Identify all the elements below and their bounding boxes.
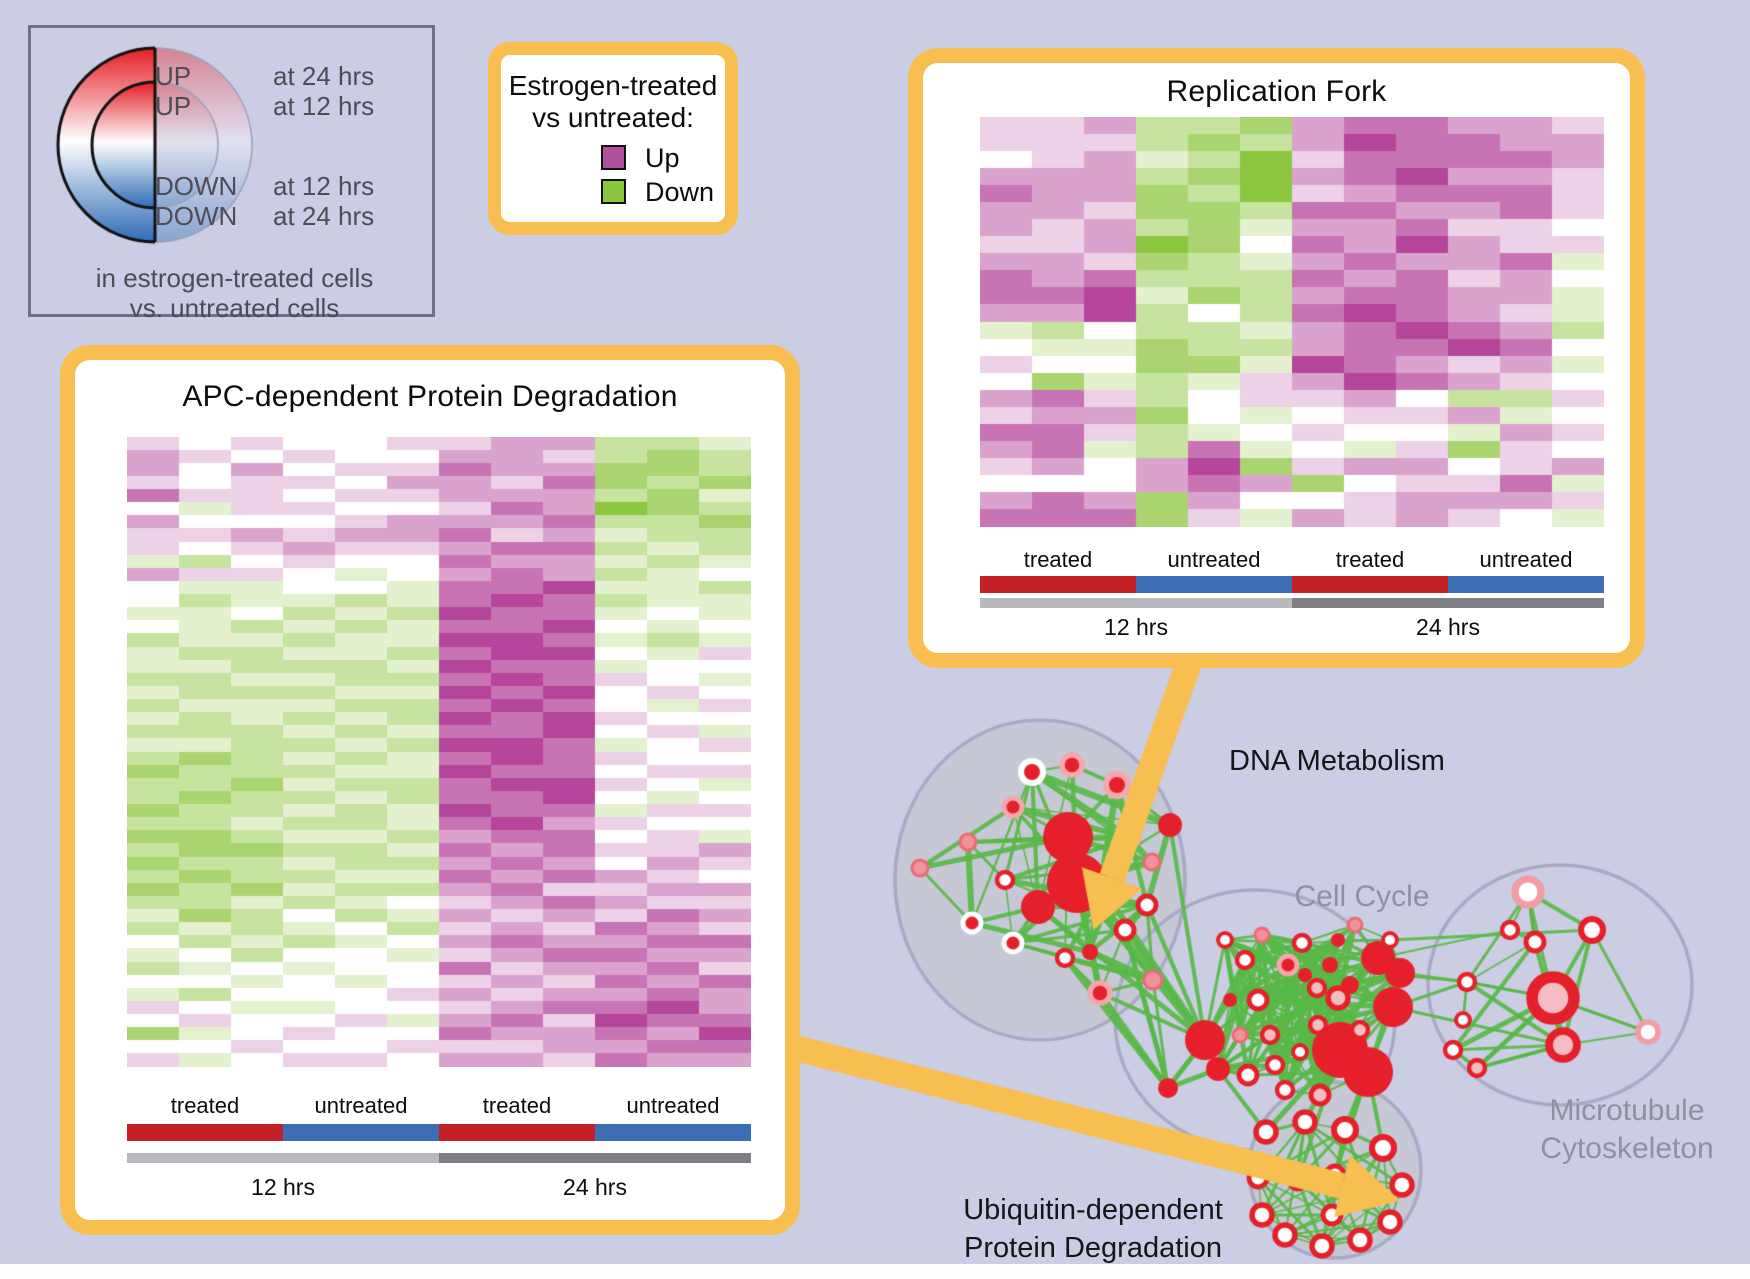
apc-treated-bar-24: [439, 1124, 595, 1141]
estrogen-legend-title-line1: Estrogen-treated: [508, 70, 718, 101]
legend-down24-label: DOWN: [155, 201, 238, 231]
apc-12hr-bar: [127, 1153, 439, 1163]
apc-treated-bar-12: [127, 1124, 283, 1141]
replication-fork-title: Replication Fork: [1166, 75, 1387, 108]
rf-24hr-bar: [1292, 598, 1604, 608]
rf-untreated-bar-12: [1136, 576, 1292, 593]
apc-24hr-bar: [439, 1153, 751, 1163]
cluster-label-ubiquitin-line2: Protein Degradation: [964, 1232, 1222, 1264]
apc-time-12hrs: 12 hrs: [251, 1174, 315, 1200]
legend-up12-label: UP: [155, 91, 192, 121]
gradient-legend-box: UP at 24 hrs UP at 12 hrs DOWN at 12 hrs…: [28, 25, 435, 323]
legend-down24-time: at 24 hrs: [273, 201, 375, 231]
cluster-label-cell-cycle: Cell Cycle: [1294, 880, 1430, 913]
rf-time-24hrs: 24 hrs: [1416, 614, 1480, 640]
replication-fork-heatmap: [980, 117, 1604, 527]
apc-group-treated-12: treated: [170, 1093, 240, 1118]
rf-group-treated-12: treated: [1023, 547, 1093, 572]
up-color-swatch: [601, 145, 626, 170]
apc-title: APC-dependent Protein Degradation: [182, 380, 678, 413]
legend-row-down12: DOWN at 12 hrs: [155, 171, 415, 201]
down-color-swatch: [601, 179, 626, 204]
rf-12hr-bar: [980, 598, 1292, 608]
legend-up12-time: at 12 hrs: [273, 91, 375, 121]
apc-group-untreated-12: untreated: [314, 1093, 408, 1118]
rf-group-untreated-24: untreated: [1479, 547, 1573, 572]
legend-footer-line2: vs. untreated cells: [129, 293, 340, 323]
cluster-label-microtubule: Microtubule: [1549, 1094, 1705, 1127]
apc-untreated-bar-24: [595, 1124, 751, 1141]
down-swatch-label: Down: [645, 177, 715, 207]
page-bottom-margin: [0, 1264, 1750, 1279]
cluster-label-cytoskeleton: Cytoskeleton: [1540, 1132, 1714, 1165]
interaction-network-canvas: [720, 600, 1750, 1279]
cluster-label-ubiquitin-line1: Ubiquitin-dependent: [963, 1194, 1223, 1226]
rf-group-untreated-12: untreated: [1167, 547, 1261, 572]
legend-up24-time: at 24 hrs: [273, 61, 375, 91]
apc-heatmap-canvas: [127, 437, 751, 1067]
legend-row-up24: UP at 24 hrs: [155, 61, 415, 91]
rf-treated-bar-24: [1292, 576, 1448, 593]
apc-group-treated-24: treated: [482, 1093, 552, 1118]
legend-up24-label: UP: [155, 61, 192, 91]
up-swatch-label: Up: [645, 143, 680, 173]
updown-gradient-circles: [43, 41, 269, 253]
legend-down12-label: DOWN: [155, 171, 238, 201]
legend-footer-line1: in estrogen-treated cells: [95, 263, 374, 293]
estrogen-legend-panel: [488, 42, 738, 235]
estrogen-legend-title-line2: vs untreated:: [532, 102, 694, 133]
rf-untreated-bar-24: [1448, 576, 1604, 593]
legend-row-down24: DOWN at 24 hrs: [155, 201, 415, 231]
rf-group-treated-24: treated: [1335, 547, 1405, 572]
rf-time-12hrs: 12 hrs: [1104, 614, 1168, 640]
legend-row-up12: UP at 12 hrs: [155, 91, 415, 121]
apc-untreated-bar-12: [283, 1124, 439, 1141]
rf-treated-bar-12: [980, 576, 1136, 593]
legend-down12-time: at 12 hrs: [273, 171, 375, 201]
apc-time-24hrs: 24 hrs: [563, 1174, 627, 1200]
cluster-label-dna-metabolism: DNA Metabolism: [1229, 745, 1445, 777]
apc-group-untreated-24: untreated: [626, 1093, 720, 1118]
